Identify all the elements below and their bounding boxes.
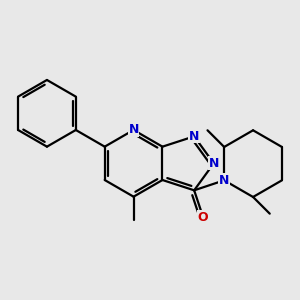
Text: N: N xyxy=(208,157,219,170)
Text: N: N xyxy=(189,130,200,143)
Text: O: O xyxy=(198,211,208,224)
Text: N: N xyxy=(128,124,139,136)
Text: N: N xyxy=(219,174,230,187)
